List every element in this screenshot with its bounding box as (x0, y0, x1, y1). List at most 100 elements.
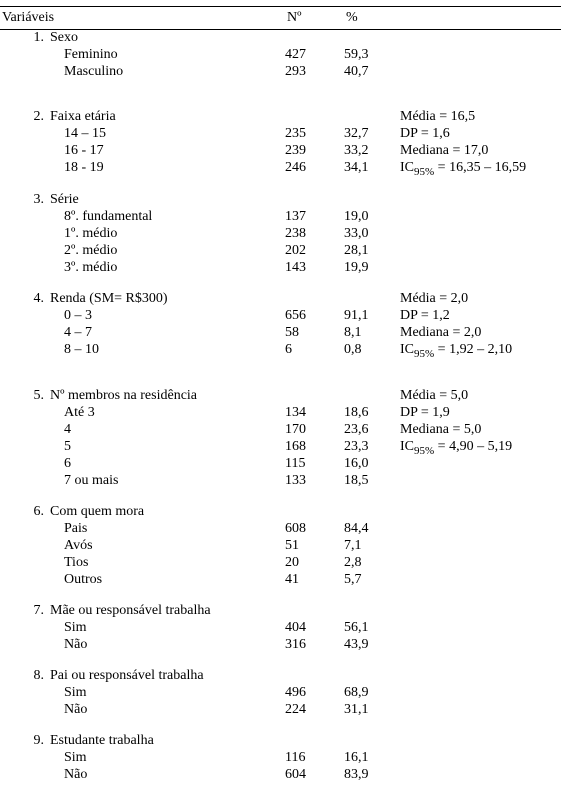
cell-pct: 18,5 (340, 473, 394, 489)
table-row: Sim11616,1 (0, 750, 561, 767)
cell-n: 41 (285, 572, 340, 588)
cell-n: 202 (285, 243, 340, 259)
header-variaveis: Variáveis (0, 10, 287, 26)
cell-label: Não (0, 767, 285, 783)
table-row: Pais60884,4 (0, 521, 561, 538)
cell-stat: Média = 5,0 (394, 388, 561, 404)
cell-pct: 43,9 (340, 637, 394, 653)
section-number: 4. (18, 291, 50, 307)
section-number: 6. (18, 504, 50, 520)
table-row: Masculino29340,7 (0, 64, 561, 81)
table-row: 8 – 1060,8IC95% = 1,92 – 2,10 (0, 342, 561, 360)
cell-stat: IC95% = 4,90 – 5,19 (394, 439, 561, 457)
cell-n: 404 (285, 620, 340, 636)
table-row: Até 313418,6DP = 1,9 (0, 405, 561, 422)
table-row: 2º. médio20228,1 (0, 243, 561, 260)
cell-label: Tios (0, 555, 285, 571)
table-row: Não22431,1 (0, 702, 561, 719)
section-header: 8.Pai ou responsável trabalha (0, 668, 561, 685)
table-row: Sim49668,9 (0, 685, 561, 702)
table-row: 4 – 7588,1Mediana = 2,0 (0, 325, 561, 342)
cell-pct: 84,4 (340, 521, 394, 537)
cell-label: 7 ou mais (0, 473, 285, 489)
section-number: 5. (18, 388, 50, 404)
cell-pct: 28,1 (340, 243, 394, 259)
section-header: 7.Mãe ou responsável trabalha (0, 603, 561, 620)
cell-pct: 19,0 (340, 209, 394, 225)
section-header: 9.Estudante trabalha (0, 733, 561, 750)
table-body: 1.SexoFeminino42759,3Masculino29340,72.F… (0, 30, 561, 784)
table-row: 14 – 1523532,7DP = 1,6 (0, 126, 561, 143)
cell-pct: 16,0 (340, 456, 394, 472)
section-number: 8. (18, 668, 50, 684)
cell-label: 8º. fundamental (0, 209, 285, 225)
cell-stat: DP = 1,6 (394, 126, 561, 142)
cell-n: 6 (285, 342, 340, 358)
cell-label: 8 – 10 (0, 342, 285, 358)
cell-n: 137 (285, 209, 340, 225)
cell-label: Outros (0, 572, 285, 588)
table-row: 16 - 1723933,2Mediana = 17,0 (0, 143, 561, 160)
cell-label: Não (0, 637, 285, 653)
cell-pct: 18,6 (340, 405, 394, 421)
table-row: 0 – 365691,1DP = 1,2 (0, 308, 561, 325)
cell-n: 20 (285, 555, 340, 571)
section-number: 7. (18, 603, 50, 619)
section-title: Sexo (50, 30, 78, 46)
cell-pct: 33,2 (340, 143, 394, 159)
cell-n: 604 (285, 767, 340, 783)
cell-stat: Média = 2,0 (394, 291, 561, 307)
table-row: 8º. fundamental13719,0 (0, 209, 561, 226)
cell-pct: 8,1 (340, 325, 394, 341)
section-number: 2. (18, 109, 50, 125)
section-title: Nº membros na residência (50, 388, 197, 404)
cell-label: 16 - 17 (0, 143, 285, 159)
cell-n: 134 (285, 405, 340, 421)
cell-n: 293 (285, 64, 340, 80)
cell-pct: 31,1 (340, 702, 394, 718)
section-title: Com quem mora (50, 504, 144, 520)
section-number: 1. (18, 30, 50, 46)
cell-label: Masculino (0, 64, 285, 80)
cell-n: 239 (285, 143, 340, 159)
cell-stat: IC95% = 16,35 – 16,59 (394, 160, 561, 178)
cell-label: 4 (0, 422, 285, 438)
cell-pct: 32,7 (340, 126, 394, 142)
table-page: Variáveis Nº % 1.SexoFeminino42759,3Masc… (0, 0, 561, 804)
cell-label: 2º. médio (0, 243, 285, 259)
cell-label: 4 – 7 (0, 325, 285, 341)
cell-label: 18 - 19 (0, 160, 285, 176)
cell-label: Feminino (0, 47, 285, 63)
cell-pct: 7,1 (340, 538, 394, 554)
cell-n: 608 (285, 521, 340, 537)
section-header: 3.Série (0, 192, 561, 209)
cell-label: Pais (0, 521, 285, 537)
cell-pct: 91,1 (340, 308, 394, 324)
section-number: 3. (18, 192, 50, 208)
cell-pct: 83,9 (340, 767, 394, 783)
header-pct: % (342, 10, 396, 26)
section-header: 1.Sexo (0, 30, 561, 47)
section-header: 4.Renda (SM= R$300)Média = 2,0 (0, 291, 561, 308)
table-row: Outros415,7 (0, 572, 561, 589)
cell-label: Não (0, 702, 285, 718)
table-row: Sim40456,1 (0, 620, 561, 637)
cell-n: 170 (285, 422, 340, 438)
cell-n: 238 (285, 226, 340, 242)
cell-n: 133 (285, 473, 340, 489)
table-row: 417023,6Mediana = 5,0 (0, 422, 561, 439)
cell-pct: 33,0 (340, 226, 394, 242)
table-row: Não60483,9 (0, 767, 561, 784)
table-row: 1º. médio23833,0 (0, 226, 561, 243)
table-row: 18 - 1924634,1IC95% = 16,35 – 16,59 (0, 160, 561, 178)
cell-n: 116 (285, 750, 340, 766)
cell-stat: Média = 16,5 (394, 109, 561, 125)
cell-pct: 2,8 (340, 555, 394, 571)
section-header: 6.Com quem mora (0, 504, 561, 521)
section-header: 5.Nº membros na residência Média = 5,0 (0, 388, 561, 405)
cell-n: 656 (285, 308, 340, 324)
section-title: Faixa etária (50, 109, 116, 125)
cell-pct: 68,9 (340, 685, 394, 701)
cell-n: 427 (285, 47, 340, 63)
header-n: Nº (287, 10, 342, 26)
